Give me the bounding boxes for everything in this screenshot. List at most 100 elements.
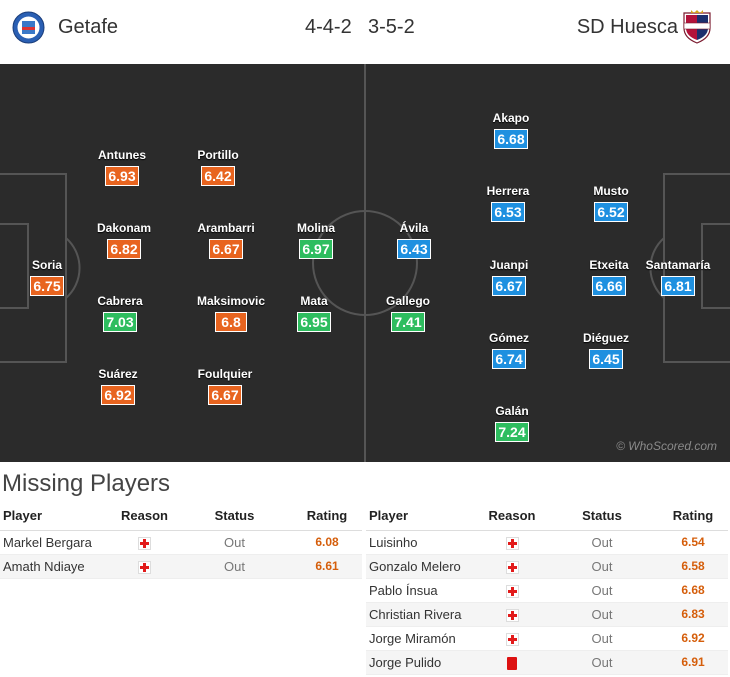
player-rating: 7.03 bbox=[103, 312, 137, 332]
player-suarez[interactable]: Suárez 6.92 bbox=[73, 367, 163, 405]
home-missing-table: Player Reason Status Rating Markel Berga… bbox=[0, 502, 362, 579]
table-row: Jorge Miramón Out 6.92 bbox=[366, 626, 728, 651]
reason-cell bbox=[478, 530, 546, 555]
rating-cell: 6.91 bbox=[658, 650, 728, 675]
player-dieguez[interactable]: Diéguez 6.45 bbox=[561, 331, 651, 369]
player-galan[interactable]: Galán 7.24 bbox=[467, 404, 557, 442]
missing-player-name[interactable]: Pablo Ínsua bbox=[366, 578, 478, 603]
col-status[interactable]: Status bbox=[546, 502, 658, 531]
player-name: Foulquier bbox=[197, 367, 253, 381]
player-rating: 6.74 bbox=[492, 349, 526, 369]
table-row: Markel Bergara Out 6.08 bbox=[0, 530, 362, 555]
away-formation: 3-5-2 bbox=[368, 16, 415, 38]
missing-player-name[interactable]: Jorge Miramón bbox=[366, 626, 478, 651]
player-akapo[interactable]: Akapo 6.68 bbox=[466, 111, 556, 149]
player-cabrera[interactable]: Cabrera 7.03 bbox=[75, 294, 165, 332]
watermark: © WhoScored.com bbox=[616, 439, 717, 453]
missing-player-name[interactable]: Jorge Pulido bbox=[366, 650, 478, 675]
status-cell: Out bbox=[177, 530, 292, 555]
player-rating: 6.97 bbox=[299, 239, 333, 259]
reason-cell bbox=[112, 554, 177, 579]
status-cell: Out bbox=[546, 530, 658, 555]
table-row: Amath Ndiaye Out 6.61 bbox=[0, 554, 362, 579]
injury-icon bbox=[505, 560, 519, 574]
player-rating: 6.81 bbox=[661, 276, 695, 296]
player-name: Antunes bbox=[98, 148, 146, 162]
player-rating: 6.67 bbox=[492, 276, 526, 296]
player-antunes[interactable]: Antunes 6.93 bbox=[77, 148, 167, 186]
missing-player-name[interactable]: Amath Ndiaye bbox=[0, 554, 112, 579]
player-gallego[interactable]: Gallego 7.41 bbox=[363, 294, 453, 332]
player-rating: 6.42 bbox=[201, 166, 235, 186]
player-maksimovic[interactable]: Maksimovic 6.8 bbox=[186, 294, 276, 332]
red-card-icon bbox=[507, 656, 517, 670]
player-name: Maksimovic bbox=[196, 294, 266, 308]
table-row: Luisinho Out 6.54 bbox=[366, 530, 728, 555]
missing-player-name[interactable]: Christian Rivera bbox=[366, 602, 478, 627]
getafe-crest-icon bbox=[12, 11, 45, 44]
player-name: Diéguez bbox=[582, 331, 629, 345]
injury-icon bbox=[138, 560, 151, 574]
reason-cell bbox=[478, 602, 546, 627]
player-arambarri[interactable]: Arambarri 6.67 bbox=[181, 221, 271, 259]
status-cell: Out bbox=[546, 626, 658, 651]
reason-cell bbox=[478, 554, 546, 579]
player-etxeita[interactable]: Etxeita 6.66 bbox=[564, 258, 654, 296]
col-player[interactable]: Player bbox=[366, 502, 478, 531]
rating-cell: 6.08 bbox=[292, 530, 362, 555]
player-name: Soria bbox=[31, 258, 62, 272]
player-juanpi[interactable]: Juanpi 6.67 bbox=[464, 258, 554, 296]
player-name: Dakonam bbox=[96, 221, 152, 235]
rating-cell: 6.83 bbox=[658, 602, 728, 627]
player-molina[interactable]: Molina 6.97 bbox=[271, 221, 361, 259]
player-rating: 6.8 bbox=[215, 312, 247, 332]
col-rating[interactable]: Rating bbox=[292, 502, 362, 531]
player-rating: 6.75 bbox=[30, 276, 64, 296]
player-musto[interactable]: Musto 6.52 bbox=[566, 184, 656, 222]
player-rating: 6.82 bbox=[107, 239, 141, 259]
player-gomez[interactable]: Gómez 6.74 bbox=[464, 331, 554, 369]
huesca-crest-icon bbox=[683, 10, 711, 44]
player-rating: 6.66 bbox=[592, 276, 626, 296]
away-team-name[interactable]: SD Huesca bbox=[576, 16, 678, 38]
status-cell: Out bbox=[546, 578, 658, 603]
player-rating: 6.93 bbox=[105, 166, 139, 186]
pitch-lines bbox=[0, 64, 730, 462]
col-status[interactable]: Status bbox=[177, 502, 292, 531]
injury-icon bbox=[505, 608, 519, 622]
missing-player-name[interactable]: Gonzalo Melero bbox=[366, 554, 478, 579]
player-avila[interactable]: Ávila 6.43 bbox=[369, 221, 459, 259]
player-portillo[interactable]: Portillo 6.42 bbox=[173, 148, 263, 186]
player-rating: 6.52 bbox=[594, 202, 628, 222]
player-herrera[interactable]: Herrera 6.53 bbox=[463, 184, 553, 222]
match-header: Getafe 4-4-2 3-5-2 SD Huesca bbox=[0, 0, 730, 56]
home-team-name[interactable]: Getafe bbox=[58, 16, 119, 38]
player-rating: 7.24 bbox=[495, 422, 529, 442]
col-rating[interactable]: Rating bbox=[658, 502, 728, 531]
pitch: Soria 6.75 Antunes 6.93 Dakonam 6.82 Cab… bbox=[0, 64, 730, 462]
player-foulquier[interactable]: Foulquier 6.67 bbox=[180, 367, 270, 405]
reason-cell bbox=[478, 626, 546, 651]
rating-cell: 6.61 bbox=[292, 554, 362, 579]
player-name: Etxeita bbox=[589, 258, 629, 272]
table-row: Pablo Ínsua Out 6.68 bbox=[366, 578, 728, 603]
col-reason[interactable]: Reason bbox=[112, 502, 177, 531]
player-name: Juanpi bbox=[489, 258, 529, 272]
status-cell: Out bbox=[546, 602, 658, 627]
col-reason[interactable]: Reason bbox=[478, 502, 546, 531]
player-dakonam[interactable]: Dakonam 6.82 bbox=[79, 221, 169, 259]
player-name: Cabrera bbox=[97, 294, 143, 308]
player-name: Mata bbox=[300, 294, 328, 308]
missing-player-name[interactable]: Markel Bergara bbox=[0, 530, 112, 555]
col-player[interactable]: Player bbox=[0, 502, 112, 531]
player-santamaria[interactable]: Santamaría 6.81 bbox=[633, 258, 723, 296]
missing-player-name[interactable]: Luisinho bbox=[366, 530, 478, 555]
reason-cell bbox=[478, 650, 546, 675]
player-name: Musto bbox=[593, 184, 629, 198]
injury-icon bbox=[138, 536, 151, 550]
player-mata[interactable]: Mata 6.95 bbox=[269, 294, 359, 332]
status-cell: Out bbox=[546, 554, 658, 579]
reason-cell bbox=[112, 530, 177, 555]
player-soria[interactable]: Soria 6.75 bbox=[2, 258, 92, 296]
rating-cell: 6.54 bbox=[658, 530, 728, 555]
